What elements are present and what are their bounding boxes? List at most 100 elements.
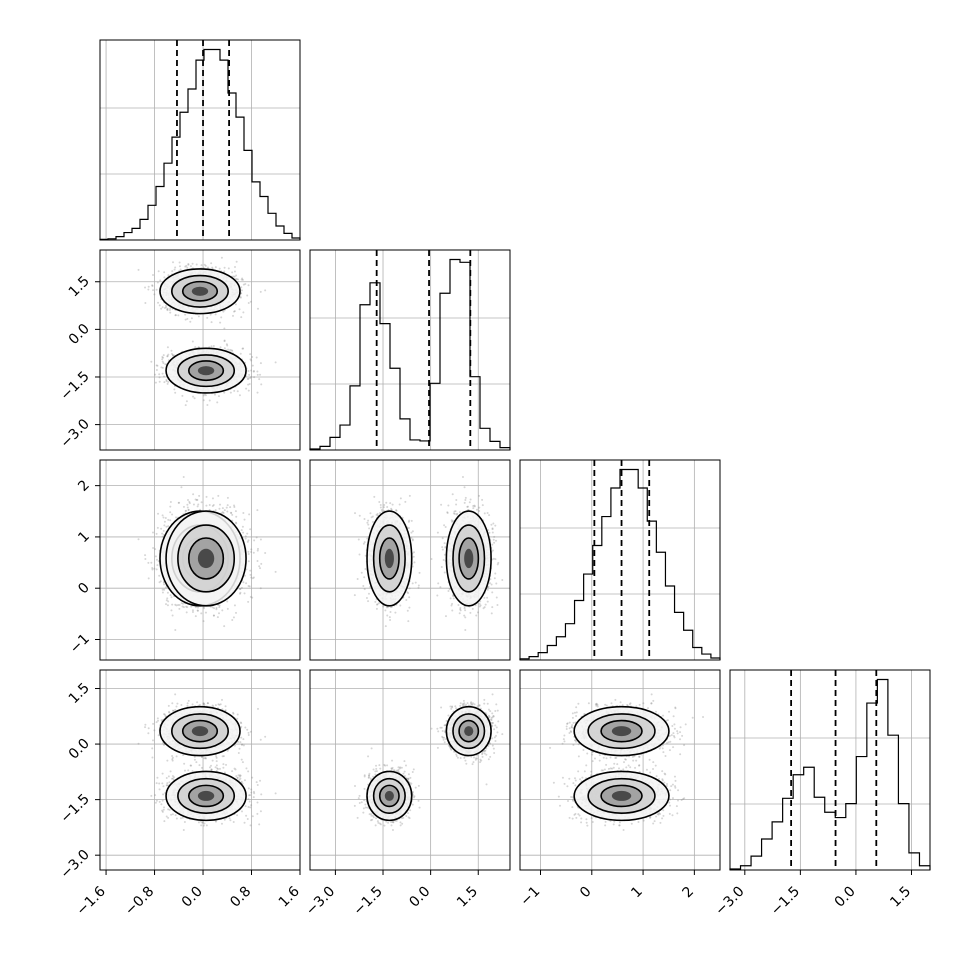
scatter-point [242,511,245,514]
scatter-point [185,400,188,403]
scatter-point [151,274,154,277]
scatter-point [165,603,168,606]
scatter-point [167,381,170,384]
scatter-point [235,515,238,518]
histogram-step [99,48,301,240]
scatter-point [274,361,277,364]
scatter-point [152,289,155,292]
scatter-point [211,266,214,269]
scatter-point [249,358,252,361]
scatter-point [250,369,253,372]
scatter-point [247,550,250,553]
scatter-point [241,278,244,281]
scatter-point [166,307,169,310]
scatter-point [233,310,236,313]
scatter-point [156,564,159,567]
scatter-point [161,514,164,517]
scatter-point [248,373,251,376]
scatter-point [242,283,245,286]
scatter-point [259,362,262,365]
scatter-point [223,327,226,330]
scatter-point [154,555,157,558]
scatter-point [163,306,166,309]
scatter-point [181,394,184,397]
scatter-point [238,394,241,397]
scatter-point [247,370,250,373]
scatter-point [259,373,262,376]
scatter-point [147,288,150,291]
scatter-point [155,288,158,291]
scatter-point [177,314,180,317]
scatter-point [171,603,174,606]
scatter-point [204,264,207,267]
scatter-point [221,511,224,514]
scatter-point [259,567,262,570]
scatter-point [156,364,159,367]
scatter-point [195,498,198,501]
scatter-point [260,383,263,386]
scatter-point [163,588,166,591]
scatter-point [247,284,250,287]
scatter-point [223,266,226,269]
scatter-point [237,278,240,281]
scatter-point [147,577,150,580]
scatter-point [154,381,157,384]
scatter-point [187,508,190,511]
scatter-point [233,270,236,273]
scatter-point [163,381,166,384]
scatter-point [169,501,172,504]
scatter-point [155,364,158,367]
scatter-point [259,587,262,590]
scatter-point [196,498,199,501]
scatter-point [241,525,244,528]
scatter-point [231,314,234,317]
scatter-point [253,539,256,542]
scatter-point [211,497,214,500]
scatter-point [238,308,241,311]
y-tick-label: 1.5 [66,273,93,300]
scatter-point [166,308,169,311]
scatter-point [223,339,226,342]
scatter-point [144,286,147,289]
scatter-point [151,284,154,287]
scatter-point [234,277,237,280]
scatter-point [188,502,191,505]
scatter-point [238,592,241,595]
scatter-point [246,540,249,543]
scatter-point [223,509,226,512]
scatter-point [249,573,252,576]
scatter-point [205,495,208,498]
scatter-point [218,507,221,510]
scatter-point [244,537,247,540]
scatter-point [165,380,168,383]
scatter-point [166,355,169,358]
scatter-point [186,606,189,609]
y-tick-label: −3.0 [57,416,92,451]
scatter-point [192,395,195,398]
scatter-point [206,316,209,319]
scatter-point [170,352,173,355]
scatter-point [246,532,249,535]
scatter-point [217,612,220,615]
scatter-point [255,356,258,359]
scatter-point [166,309,169,312]
scatter-point [274,570,277,573]
scatter-point [162,362,165,365]
scatter-point [204,394,207,397]
scatter-point [184,265,187,268]
scatter-point [248,585,251,588]
scatter-point [218,267,221,270]
scatter-point [163,524,166,527]
scatter-point [185,605,188,608]
scatter-point [227,348,230,351]
scatter-point [212,503,215,506]
scatter-point [246,377,249,380]
scatter-point [227,267,230,270]
scatter-point [252,370,255,373]
scatter-point [163,375,166,378]
scatter-point [178,265,181,268]
scatter-point [160,366,163,369]
scatter-point [240,529,243,532]
scatter-point [171,270,174,273]
scatter-point [161,358,164,361]
